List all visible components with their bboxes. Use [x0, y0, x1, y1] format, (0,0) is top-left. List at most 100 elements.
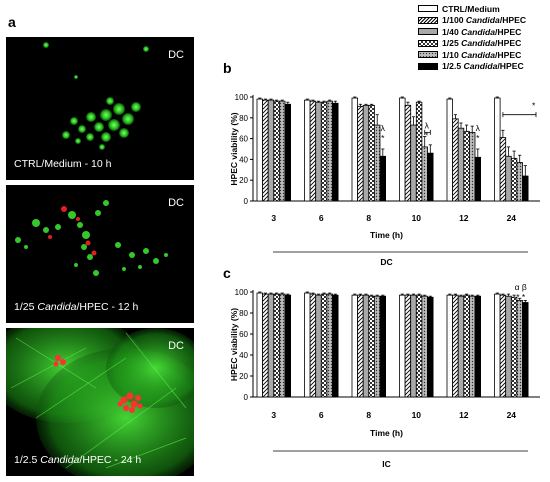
bar: [516, 162, 523, 202]
legend-label: 1/2.5 Candida/HPEC: [442, 61, 524, 71]
bar: [256, 98, 263, 202]
x-tick-label: 24: [507, 410, 517, 420]
bar: [304, 292, 311, 398]
bar: [404, 104, 412, 202]
bar: [404, 294, 412, 398]
micrograph-2-5-tag: DC: [168, 340, 184, 352]
bar: [474, 295, 481, 398]
bar: [278, 293, 286, 398]
bar: [273, 100, 280, 202]
bar: [410, 124, 417, 202]
y-tick-label: 100: [235, 93, 249, 102]
significance-marker: *: [425, 130, 429, 140]
legend-swatch: [418, 39, 438, 47]
legend-label-suffix: /HPEC: [495, 26, 522, 37]
micrograph-25: DC 1/25 Candida/HPEC - 12 h: [6, 185, 194, 323]
bar: [304, 99, 311, 202]
caption-text-post: /HPEC - 12 h: [76, 301, 139, 313]
bar: [516, 299, 523, 398]
significance-marker: α β: [515, 282, 527, 292]
bar: [522, 175, 529, 202]
y-tick-label: 60: [239, 135, 248, 144]
bar: [505, 155, 512, 202]
bar: [468, 295, 476, 398]
bar: [463, 294, 470, 398]
micrograph-25-caption: 1/25 Candida/HPEC - 12 h: [14, 301, 138, 313]
bar: [262, 99, 269, 202]
micrograph-ctrl-tag: DC: [168, 49, 184, 61]
bar: [457, 127, 465, 202]
bar: [446, 294, 453, 398]
bar: [415, 294, 423, 398]
bar: [326, 100, 333, 202]
caption-italic: Candida: [40, 454, 80, 466]
legend-label: 1/25 Candida/HPEC: [442, 38, 521, 48]
bar: [267, 99, 275, 202]
caption-text-post: /HPEC - 24 h: [79, 454, 142, 466]
x-tick-label: 8: [366, 410, 371, 420]
legend-label-suffix: /HPEC: [495, 38, 522, 49]
legend-swatch: [418, 28, 438, 36]
micrograph-2-5-caption: 1/2.5 Candida/HPEC - 24 h: [14, 454, 141, 466]
legend-label-text: 1/100: [442, 15, 466, 26]
legend-label-text: 1/40: [442, 26, 462, 37]
y-tick-label: 100: [235, 288, 249, 297]
y-tick-label: 60: [239, 330, 248, 339]
legend-label-suffix: /HPEC: [495, 49, 522, 60]
bar: [309, 293, 317, 398]
x-tick-label: 6: [319, 410, 324, 420]
bar: [262, 293, 269, 398]
bar: [494, 293, 501, 398]
bar: [415, 101, 423, 202]
chart-c-plot: 0 20 40 60 80 100 HPEC viability (%) 3 6 8 10 12 24 T…: [229, 282, 540, 469]
bar: [505, 295, 512, 398]
y-tick-label: 80: [239, 309, 248, 318]
group-label: IC: [382, 459, 391, 469]
bar: [368, 295, 375, 398]
bar: [499, 294, 507, 398]
bar: [284, 294, 291, 398]
y-tick-label: 0: [244, 393, 249, 402]
micrograph-25-tag: DC: [168, 197, 184, 209]
significance-marker: λ: [476, 123, 481, 133]
legend-label-italic: Candida: [461, 49, 496, 60]
x-tick-label: 3: [271, 410, 276, 420]
bar: [379, 295, 386, 398]
legend-item: 1/25 Candida/HPEC: [418, 38, 526, 50]
bar: [410, 294, 417, 398]
chart-b-plot: 0 20 40 60 80 100 HPEC viability (%) 3 6 8 10 12 24 T…: [229, 93, 540, 267]
bar: [362, 104, 370, 202]
bar: [446, 98, 453, 202]
bar: [332, 294, 339, 398]
bar: [362, 294, 370, 398]
micrograph-ctrl: DC CTRL/Medium - 10 h: [6, 37, 194, 180]
bar: [351, 97, 358, 202]
legend-item: 1/100 Candida/HPEC: [418, 15, 526, 27]
chart-legend: CTRL/Medium 1/100 Candida/HPEC 1/40 Candid…: [418, 3, 526, 72]
significance-marker: λ: [425, 120, 430, 130]
x-tick-label: 12: [459, 213, 469, 223]
legend-label-italic: Candida: [461, 38, 496, 49]
legend-label: 1/40 Candida/HPEC: [442, 27, 521, 37]
panel-a-label: a: [8, 14, 16, 30]
bar: [510, 296, 518, 398]
bar: [332, 102, 339, 202]
legend-label-text: 1/25: [442, 38, 462, 49]
bar: [278, 100, 286, 202]
bar: [309, 100, 317, 202]
y-tick-label: 20: [239, 176, 248, 185]
legend-label-text: 1/10: [442, 49, 462, 60]
legend-label: CTRL/Medium: [442, 4, 500, 14]
legend-label: 1/10 Candida/HPEC: [442, 50, 521, 60]
panel-c-label: c: [223, 265, 231, 281]
legend-label-italic: Candida: [461, 26, 496, 37]
y-tick-label: 20: [239, 372, 248, 381]
bar: [452, 294, 459, 398]
bar: [284, 103, 291, 202]
bar: [315, 294, 322, 398]
bar: [320, 293, 328, 398]
x-tick-label: 3: [271, 213, 276, 223]
significance-marker: * *: [516, 292, 526, 302]
significance-marker: *: [532, 101, 536, 111]
y-tick-label: 80: [239, 114, 248, 123]
